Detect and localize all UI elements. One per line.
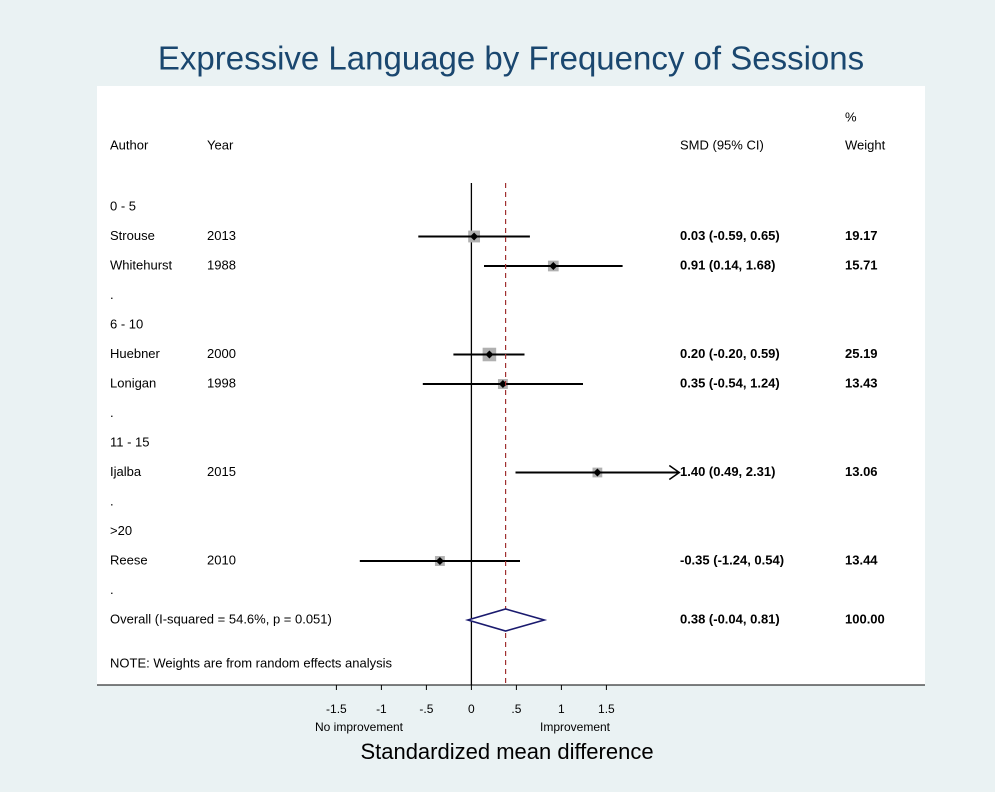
year: 2015 [207, 464, 236, 479]
ci-label: 0.91 (0.14, 1.68) [680, 257, 775, 272]
author: Strouse [110, 228, 155, 243]
right-label: Improvement [540, 720, 611, 734]
ci-arrow [668, 464, 681, 481]
x-tick-label: -1 [376, 702, 387, 716]
author: Ijalba [110, 464, 142, 479]
group-label: 6 - 10 [110, 316, 143, 331]
column-header: Weight [845, 137, 886, 152]
point-estimate [549, 262, 558, 270]
year: 2000 [207, 346, 236, 361]
year: 1988 [207, 257, 236, 272]
author: Lonigan [110, 375, 156, 390]
point-estimate [498, 380, 507, 388]
note: NOTE: Weights are from random effects an… [110, 655, 393, 670]
year: 2013 [207, 228, 236, 243]
ci-label: 1.40 (0.49, 2.31) [680, 464, 775, 479]
group-label: >20 [110, 523, 132, 538]
year: 2010 [207, 552, 236, 567]
point-estimate [593, 468, 602, 477]
author: Whitehurst [110, 257, 173, 272]
x-tick-label: -.5 [419, 702, 433, 716]
x-tick-label: .5 [511, 702, 521, 716]
overall-label: Overall (I-squared = 54.6%, p = 0.051) [110, 611, 332, 626]
spacer-label: . [110, 493, 114, 508]
weight-label: 19.17 [845, 228, 878, 243]
ci-label: 0.03 (-0.59, 0.65) [680, 228, 780, 243]
spacer-label: . [110, 287, 114, 302]
weight-label: 13.43 [845, 375, 878, 390]
x-tick-label: 1 [558, 702, 565, 716]
year: 1998 [207, 375, 236, 390]
ci-label: -0.35 (-1.24, 0.54) [680, 552, 784, 567]
column-header: % [845, 109, 857, 124]
ci-label: 0.35 (-0.54, 1.24) [680, 375, 780, 390]
weight-label: 25.19 [845, 346, 878, 361]
plot-area [97, 86, 925, 685]
spacer-label: . [110, 582, 114, 597]
weight-label: 15.71 [845, 257, 878, 272]
left-label: No improvement [315, 720, 404, 734]
ci-label: 0.20 (-0.20, 0.59) [680, 346, 780, 361]
weight-label: 100.00 [845, 611, 885, 626]
x-tick-label: 0 [468, 702, 475, 716]
ci-label: 0.38 (-0.04, 0.81) [680, 611, 780, 626]
chart-title: Expressive Language by Frequency of Sess… [158, 40, 864, 77]
column-header: Author [110, 137, 149, 152]
column-header: SMD (95% CI) [680, 137, 764, 152]
author: Huebner [110, 346, 161, 361]
x-tick-label: 1.5 [598, 702, 615, 716]
group-label: 11 - 15 [110, 434, 150, 449]
point-estimate [470, 232, 479, 241]
author: Reese [110, 552, 148, 567]
group-label: 0 - 5 [110, 198, 136, 213]
overall-diamond [464, 608, 548, 632]
spacer-label: . [110, 405, 114, 420]
weight-label: 13.44 [845, 552, 878, 567]
x-axis-title: Standardized mean difference [360, 739, 653, 764]
column-header: Year [207, 137, 234, 152]
point-estimate [435, 557, 444, 565]
x-tick-label: -1.5 [326, 702, 347, 716]
point-estimate [485, 350, 494, 359]
weight-label: 13.06 [845, 464, 878, 479]
